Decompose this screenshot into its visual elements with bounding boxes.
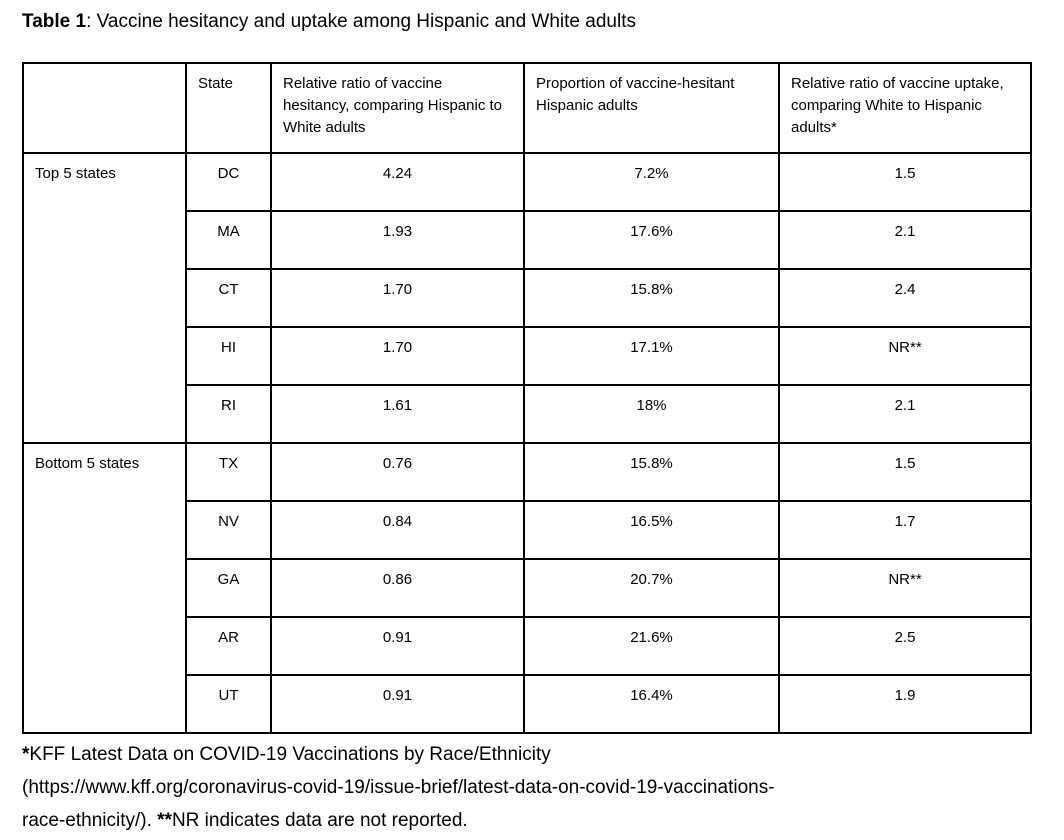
hesitancy-ratio-cell: 1.70 — [270, 326, 525, 386]
state-cell: NV — [185, 500, 272, 560]
state-cell: CT — [185, 268, 272, 328]
state-cell: HI — [185, 326, 272, 386]
uptake-ratio-cell: 2.1 — [778, 210, 1032, 270]
hesitant-proportion-cell: 18% — [523, 384, 780, 444]
hesitancy-ratio-cell: 0.76 — [270, 442, 525, 502]
hesitant-proportion-cell: 16.4% — [523, 674, 780, 734]
state-cell: GA — [185, 558, 272, 618]
state-cell: RI — [185, 384, 272, 444]
footnote-line-url: (https://www.kff.org/coronavirus-covid-1… — [22, 771, 1064, 804]
footnote-double-asterisk: ** — [157, 810, 172, 831]
col-header-state: State — [185, 62, 272, 154]
uptake-ratio-cell: 1.7 — [778, 500, 1032, 560]
footnote-line-nr: race-ethnicity/). **NR indicates data ar… — [22, 804, 1064, 837]
footnote-asterisk: * — [22, 744, 30, 765]
col-header-hesitancy-ratio: Relative ratio of vaccine hesitancy, com… — [270, 62, 525, 154]
hesitant-proportion-cell: 15.8% — [523, 268, 780, 328]
hesitant-proportion-cell: 7.2% — [523, 152, 780, 212]
table-row: RI 1.61 18% 2.1 — [23, 384, 1032, 444]
table-row: AR 0.91 21.6% 2.5 — [23, 616, 1032, 676]
footnote-source-text: KFF Latest Data on COVID-19 Vaccinations… — [29, 744, 551, 765]
hesitant-proportion-cell: 15.8% — [523, 442, 780, 502]
table-title-number: Table 1 — [22, 11, 87, 32]
table-title-text: : Vaccine hesitancy and uptake among His… — [86, 11, 636, 32]
header-row: State Relative ratio of vaccine hesitanc… — [22, 62, 1032, 154]
hesitant-proportion-cell: 16.5% — [523, 500, 780, 560]
hesitancy-ratio-cell: 0.84 — [270, 500, 525, 560]
footnote-line-source: *KFF Latest Data on COVID-19 Vaccination… — [22, 738, 1064, 771]
hesitancy-ratio-cell: 0.91 — [270, 616, 525, 676]
state-cell: AR — [185, 616, 272, 676]
hesitant-proportion-cell: 17.6% — [523, 210, 780, 270]
uptake-ratio-cell: 1.9 — [778, 674, 1032, 734]
table-row: UT 0.91 16.4% 1.9 — [23, 674, 1032, 734]
hesitant-proportion-cell: 21.6% — [523, 616, 780, 676]
group-label-bottom-5-states: Bottom 5 states — [22, 442, 187, 734]
footnote-url-text: (https://www.kff.org/coronavirus-covid-1… — [22, 777, 775, 798]
corner-cell — [22, 62, 187, 154]
footnote-nr-text: NR indicates data are not reported. — [171, 810, 468, 831]
state-cell: UT — [185, 674, 272, 734]
uptake-ratio-cell: 2.5 — [778, 616, 1032, 676]
state-cell: MA — [185, 210, 272, 270]
footnote-url-tail: race-ethnicity/). — [22, 810, 158, 831]
state-cell: DC — [185, 152, 272, 212]
hesitancy-ratio-cell: 0.86 — [270, 558, 525, 618]
uptake-ratio-cell: 1.5 — [778, 442, 1032, 502]
table-row: GA 0.86 20.7% NR** — [23, 558, 1032, 618]
hesitancy-ratio-cell: 1.93 — [270, 210, 525, 270]
uptake-ratio-cell: NR** — [778, 558, 1032, 618]
hesitancy-ratio-cell: 1.61 — [270, 384, 525, 444]
uptake-ratio-cell: 2.1 — [778, 384, 1032, 444]
group-label-top-5-states: Top 5 states — [22, 152, 187, 444]
uptake-ratio-cell: NR** — [778, 326, 1032, 386]
table-row: NV 0.84 16.5% 1.7 — [23, 500, 1032, 560]
col-header-uptake-ratio: Relative ratio of vaccine uptake, compar… — [778, 62, 1032, 154]
table-title: Table 1: Vaccine hesitancy and uptake am… — [22, 10, 1064, 33]
uptake-ratio-cell: 1.5 — [778, 152, 1032, 212]
table-row: MA 1.93 17.6% 2.1 — [23, 210, 1032, 270]
table-row: Bottom 5 states TX 0.76 15.8% 1.5 — [22, 442, 1032, 734]
state-cell: TX — [185, 442, 272, 502]
vaccine-hesitancy-table: State Relative ratio of vaccine hesitanc… — [22, 62, 1032, 734]
hesitant-proportion-cell: 20.7% — [523, 558, 780, 618]
table-row: CT 1.70 15.8% 2.4 — [23, 268, 1032, 328]
hesitancy-ratio-cell: 1.70 — [270, 268, 525, 328]
uptake-ratio-cell: 2.4 — [778, 268, 1032, 328]
footnote: *KFF Latest Data on COVID-19 Vaccination… — [22, 738, 1064, 837]
hesitancy-ratio-cell: 4.24 — [270, 152, 525, 212]
table-row: Top 5 states DC 4.24 7.2% 1.5 — [22, 152, 1032, 444]
hesitancy-ratio-cell: 0.91 — [270, 674, 525, 734]
table-row: HI 1.70 17.1% NR** — [23, 326, 1032, 386]
col-header-hesitant-proportion: Proportion of vaccine-hesitant Hispanic … — [523, 62, 780, 154]
hesitant-proportion-cell: 17.1% — [523, 326, 780, 386]
